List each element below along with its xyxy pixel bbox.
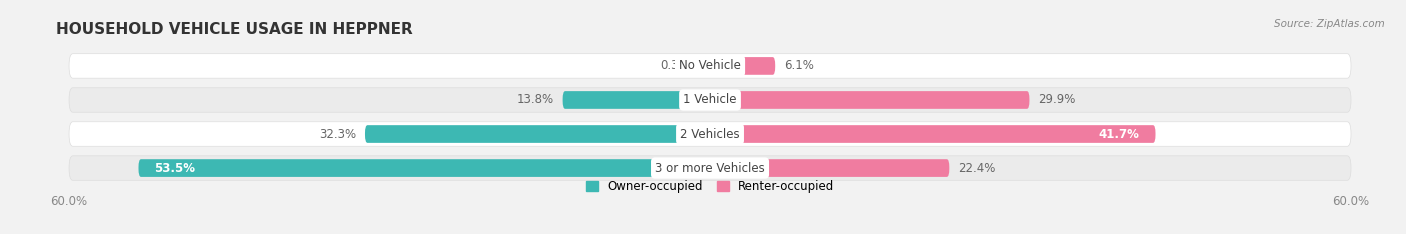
FancyBboxPatch shape bbox=[69, 156, 1351, 180]
FancyBboxPatch shape bbox=[139, 159, 710, 177]
Text: 3 or more Vehicles: 3 or more Vehicles bbox=[655, 161, 765, 175]
FancyBboxPatch shape bbox=[710, 159, 949, 177]
Text: 32.3%: 32.3% bbox=[319, 128, 357, 141]
FancyBboxPatch shape bbox=[69, 122, 1351, 146]
FancyBboxPatch shape bbox=[706, 57, 710, 75]
Text: 2 Vehicles: 2 Vehicles bbox=[681, 128, 740, 141]
FancyBboxPatch shape bbox=[710, 91, 1029, 109]
FancyBboxPatch shape bbox=[710, 57, 775, 75]
Text: Source: ZipAtlas.com: Source: ZipAtlas.com bbox=[1274, 19, 1385, 29]
Text: 53.5%: 53.5% bbox=[155, 161, 195, 175]
Text: HOUSEHOLD VEHICLE USAGE IN HEPPNER: HOUSEHOLD VEHICLE USAGE IN HEPPNER bbox=[56, 22, 413, 37]
Text: 1 Vehicle: 1 Vehicle bbox=[683, 93, 737, 106]
Text: 13.8%: 13.8% bbox=[517, 93, 554, 106]
Text: 29.9%: 29.9% bbox=[1038, 93, 1076, 106]
Text: 6.1%: 6.1% bbox=[783, 59, 814, 73]
Legend: Owner-occupied, Renter-occupied: Owner-occupied, Renter-occupied bbox=[581, 176, 839, 198]
FancyBboxPatch shape bbox=[366, 125, 710, 143]
Text: 0.37%: 0.37% bbox=[661, 59, 697, 73]
Text: No Vehicle: No Vehicle bbox=[679, 59, 741, 73]
FancyBboxPatch shape bbox=[69, 54, 1351, 78]
Text: 22.4%: 22.4% bbox=[957, 161, 995, 175]
FancyBboxPatch shape bbox=[69, 88, 1351, 112]
FancyBboxPatch shape bbox=[562, 91, 710, 109]
FancyBboxPatch shape bbox=[710, 125, 1156, 143]
Text: 41.7%: 41.7% bbox=[1098, 128, 1139, 141]
